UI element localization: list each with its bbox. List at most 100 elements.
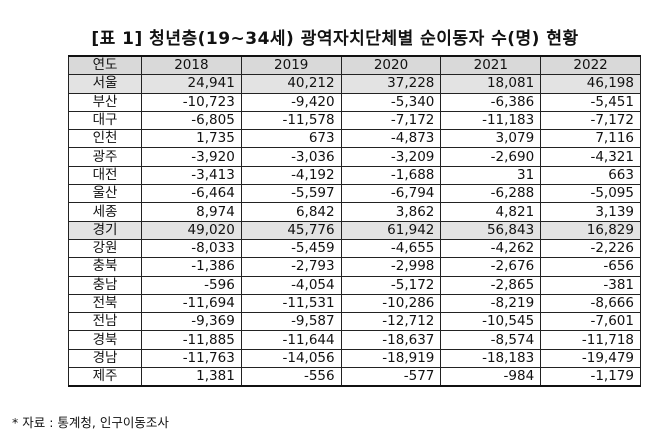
table-row: 대구 -6,805 -11,578 -7,172 -11,183 -7,172 xyxy=(68,110,641,131)
table-cell: -5,451 xyxy=(540,92,641,112)
table-cell: 3,139 xyxy=(540,202,641,222)
table-cell: -11,644 xyxy=(240,330,342,350)
table-cell: -1,688 xyxy=(340,165,442,186)
table-cell: -2,676 xyxy=(440,257,542,277)
table-cell: 3,079 xyxy=(440,129,542,149)
table-cell: -596 xyxy=(141,275,242,295)
table-cell: 8,974 xyxy=(141,202,242,222)
table-row: 충남 -596 -4,054 -5,172 -2,865 -381 xyxy=(68,275,641,295)
table-cell: -6,464 xyxy=(141,184,242,204)
table-row: 연도 2018 2019 2020 2021 2022 xyxy=(68,55,641,76)
table-cell: -18,919 xyxy=(340,348,442,369)
table-cell: -7,172 xyxy=(340,110,442,131)
table-cell: -6,386 xyxy=(440,92,542,112)
table-cell: 31 xyxy=(440,165,542,186)
table-cell: 부산 xyxy=(68,92,142,112)
table-cell: -3,920 xyxy=(141,147,242,167)
table-cell: 3,862 xyxy=(340,202,442,222)
table-cell: -4,655 xyxy=(340,238,442,259)
table-cell: 24,941 xyxy=(141,74,242,94)
table-cell: -5,459 xyxy=(240,238,342,259)
table-cell: -10,723 xyxy=(141,92,242,112)
table-cell: -11,718 xyxy=(540,330,641,350)
table-cell: 2019 xyxy=(240,55,342,76)
table-cell: 제주 xyxy=(68,367,142,388)
table-cell: -2,865 xyxy=(440,275,542,295)
table-cell: 충남 xyxy=(68,275,142,295)
table-row: 경남 -11,763 -14,056 -18,919 -18,183 -19,479 xyxy=(68,348,641,369)
table-cell: -3,413 xyxy=(141,165,242,186)
table-cell: -8,033 xyxy=(141,238,242,259)
table-cell: 61,942 xyxy=(340,220,442,240)
table-cell: 2021 xyxy=(440,55,542,76)
table-cell: -9,587 xyxy=(240,312,342,332)
table-cell: 2022 xyxy=(540,55,641,76)
table-cell: -8,574 xyxy=(440,330,542,350)
table-cell: -7,601 xyxy=(540,312,641,332)
table-row: 충북 -1,386 -2,793 -2,998 -2,676 -656 xyxy=(68,257,641,277)
table-row: 광주 -3,920 -3,036 -3,209 -2,690 -4,321 xyxy=(68,147,641,167)
table-cell: -11,578 xyxy=(240,110,342,131)
table-cell: -2,998 xyxy=(340,257,442,277)
table-cell: 37,228 xyxy=(340,74,442,94)
table-row: 강원 -8,033 -5,459 -4,655 -4,262 -2,226 xyxy=(68,238,641,259)
table-row: 인천 1,735 673 -4,873 3,079 7,116 xyxy=(68,129,641,149)
table-cell: -12,712 xyxy=(340,312,442,332)
table-cell: -18,637 xyxy=(340,330,442,350)
table-cell: 연도 xyxy=(68,55,142,76)
table-cell: -19,479 xyxy=(540,348,641,369)
table-cell: 673 xyxy=(240,129,342,149)
table-cell: 49,020 xyxy=(141,220,242,240)
table-cell: -10,545 xyxy=(440,312,542,332)
table-cell: 7,116 xyxy=(540,129,641,149)
table-cell: -5,172 xyxy=(340,275,442,295)
table-cell: -5,597 xyxy=(240,184,342,204)
table-row: 경북 -11,885 -11,644 -18,637 -8,574 -11,718 xyxy=(68,330,641,350)
data-table: 연도 2018 2019 2020 2021 2022 서울 24,941 40,212 37,2… xyxy=(68,55,641,388)
table-row: 울산 -6,464 -5,597 -6,794 -6,288 -5,095 xyxy=(68,184,641,204)
table-cell: 46,198 xyxy=(540,74,641,94)
table-cell: -2,226 xyxy=(540,238,641,259)
table-cell: -5,340 xyxy=(340,92,442,112)
table-cell: -3,036 xyxy=(240,147,342,167)
table-cell: -4,054 xyxy=(240,275,342,295)
table-cell: 울산 xyxy=(68,184,142,204)
table-cell: 경기 xyxy=(68,220,142,240)
table-cell: -984 xyxy=(440,367,542,388)
table-cell: 56,843 xyxy=(440,220,542,240)
table-cell: -11,885 xyxy=(141,330,242,350)
table-cell: 16,829 xyxy=(540,220,641,240)
table-cell: -6,794 xyxy=(340,184,442,204)
table-cell: 경북 xyxy=(68,330,142,350)
table-cell: -4,321 xyxy=(540,147,641,167)
table-row: 대전 -3,413 -4,192 -1,688 31 663 xyxy=(68,165,641,186)
table-cell: 2020 xyxy=(340,55,442,76)
table-row: 전남 -9,369 -9,587 -12,712 -10,545 -7,601 xyxy=(68,312,641,332)
table-cell: 전남 xyxy=(68,312,142,332)
table-cell: 4,821 xyxy=(440,202,542,222)
table-row: 세종 8,974 6,842 3,862 4,821 3,139 xyxy=(68,202,641,222)
table-cell: -6,805 xyxy=(141,110,242,131)
table-cell: -11,763 xyxy=(141,348,242,369)
table-cell: 광주 xyxy=(68,147,142,167)
table-cell: 서울 xyxy=(68,74,142,94)
table-cell: 인천 xyxy=(68,129,142,149)
table-cell: 대전 xyxy=(68,165,142,186)
table-cell: -4,262 xyxy=(440,238,542,259)
table-cell: -10,286 xyxy=(340,293,442,314)
table-cell: -556 xyxy=(240,367,342,388)
table-cell: 세종 xyxy=(68,202,142,222)
table-cell: -14,056 xyxy=(240,348,342,369)
table-cell: -2,690 xyxy=(440,147,542,167)
table-cell: -11,531 xyxy=(240,293,342,314)
table-row: 서울 24,941 40,212 37,228 18,081 46,198 xyxy=(68,74,641,94)
table-cell: 663 xyxy=(540,165,641,186)
table-cell: -1,179 xyxy=(540,367,641,388)
table-cell: -11,694 xyxy=(141,293,242,314)
table-cell: -18,183 xyxy=(440,348,542,369)
table-cell: 경남 xyxy=(68,348,142,369)
title: [표 1] 청년층(19~34세) 광역자치단체별 순이동자 수(명) 현황 xyxy=(91,29,579,49)
table-cell: 전북 xyxy=(68,293,142,314)
table-cell: -2,793 xyxy=(240,257,342,277)
